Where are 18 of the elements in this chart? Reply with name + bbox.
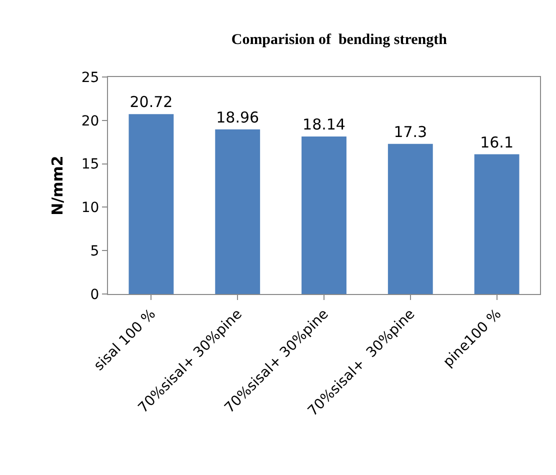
y-tick-label: 0 — [90, 286, 100, 303]
y-tick-label: 20 — [81, 113, 100, 130]
data-label: 17.3 — [394, 122, 428, 141]
y-axis-title: N/mm2 — [48, 156, 67, 216]
bar — [388, 144, 433, 294]
y-tick-label: 5 — [90, 244, 100, 260]
data-label: 20.72 — [130, 93, 173, 112]
bar — [128, 114, 174, 294]
data-label: 16.1 — [480, 133, 514, 152]
y-tick-label: 10 — [81, 200, 100, 216]
y-tick-label: 15 — [81, 156, 100, 173]
bar — [302, 136, 346, 294]
data-label: 18.14 — [302, 116, 346, 134]
bar — [474, 154, 520, 294]
data-label: 18.96 — [216, 108, 260, 126]
bar — [215, 129, 260, 294]
y-tick-label: 25 — [81, 70, 100, 86]
chart-title: Comparision of bending strength — [231, 32, 448, 48]
